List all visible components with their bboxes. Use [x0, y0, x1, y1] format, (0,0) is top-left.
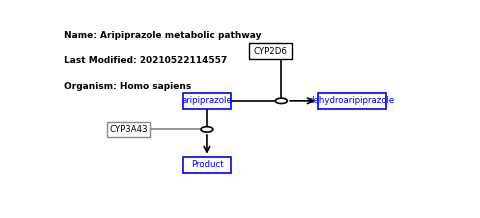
Bar [108, 122, 150, 136]
Text: Last Modified: 20210522114557: Last Modified: 20210522114557 [64, 56, 227, 65]
Text: Organism: Homo sapiens: Organism: Homo sapiens [64, 82, 191, 90]
Text: aripiprazole: aripiprazole [181, 96, 232, 105]
Bar [183, 93, 231, 109]
Circle shape [276, 98, 288, 104]
Bar [183, 157, 231, 173]
Text: Product: Product [191, 160, 223, 169]
Circle shape [201, 127, 213, 132]
Bar [318, 93, 386, 109]
Bar [249, 43, 291, 59]
Text: dehydroaripiprazole: dehydroaripiprazole [309, 96, 395, 105]
Text: CYP3A43: CYP3A43 [109, 125, 148, 134]
Text: Name: Aripiprazole metabolic pathway: Name: Aripiprazole metabolic pathway [64, 31, 261, 40]
Text: CYP2D6: CYP2D6 [253, 47, 287, 56]
